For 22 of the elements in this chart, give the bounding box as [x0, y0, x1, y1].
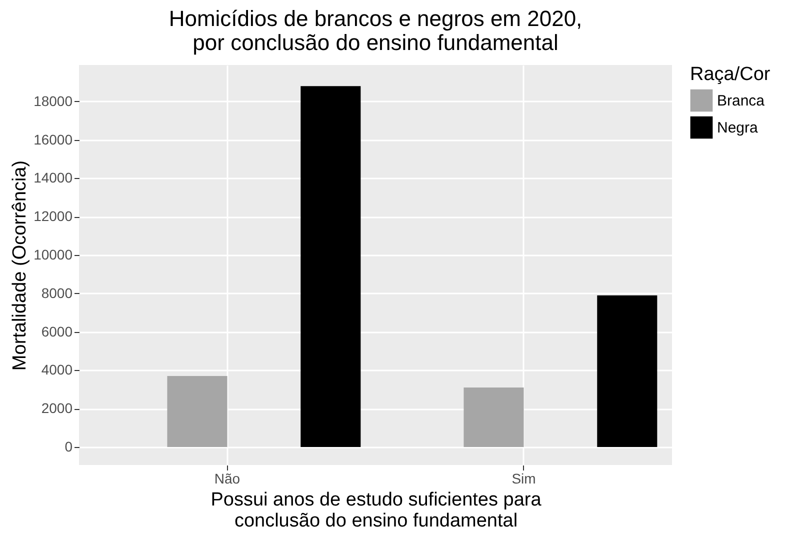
y-tick-label: 4000	[41, 362, 73, 378]
y-tick-label: 16000	[34, 131, 73, 148]
y-tick-label: 0	[64, 438, 73, 454]
x-tick-label: Não	[214, 470, 240, 486]
y-tick-label: 8000	[41, 284, 73, 301]
y-tick-label: 6000	[41, 323, 73, 340]
y-tick-label: 12000	[34, 208, 73, 224]
y-tick-label: 2000	[41, 400, 73, 416]
x-axis-title: Possui anos de estudo suficientes para conclusão do ensino fundamental	[210, 490, 542, 532]
legend-label: Negra	[717, 120, 759, 136]
bar	[167, 376, 228, 447]
y-tick-label: 10000	[34, 246, 73, 263]
bar	[300, 86, 361, 447]
bar	[464, 387, 524, 447]
legend-title: Raça/Cor	[690, 64, 771, 85]
y-axis-title: Mortalidade (Ocorrência)	[10, 160, 31, 371]
chart-title: Homicídios de brancos e negros em 2020, por conclusão do ensino fundamental	[168, 6, 582, 55]
bar	[597, 295, 658, 447]
x-tick-label: Sim	[512, 470, 536, 486]
y-tick-label: 18000	[34, 92, 73, 109]
y-tick-label: 14000	[34, 170, 73, 186]
legend-label: Branca	[717, 92, 766, 110]
